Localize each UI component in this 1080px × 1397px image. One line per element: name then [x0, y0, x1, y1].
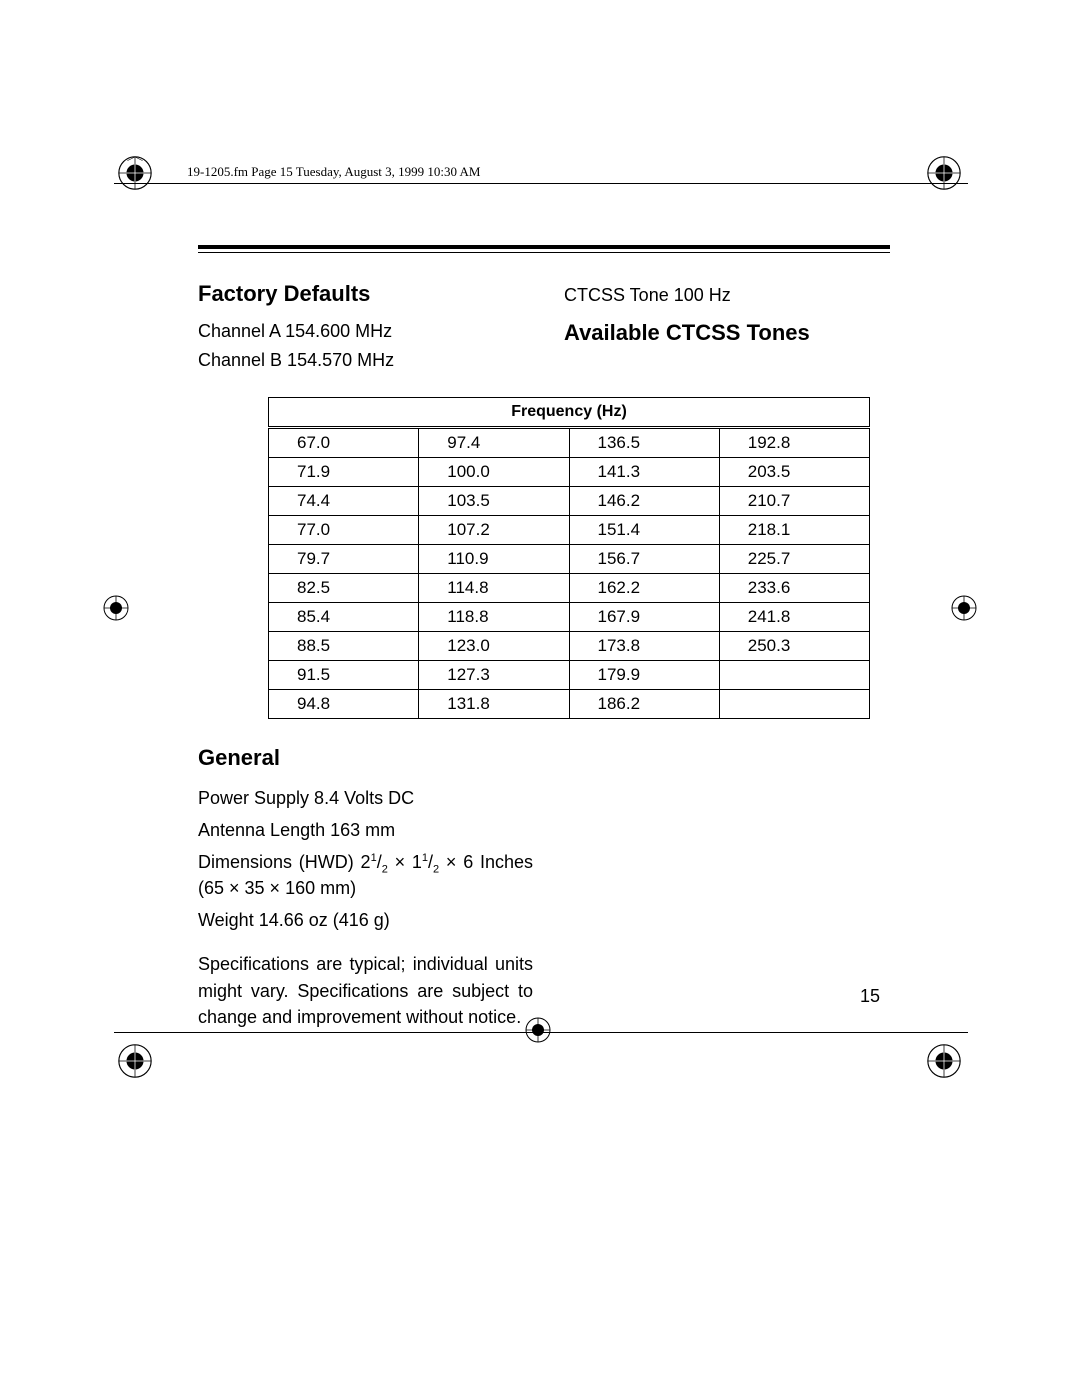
table-cell: 210.7 — [719, 487, 869, 516]
table-cell: 156.7 — [569, 545, 719, 574]
table-cell: 203.5 — [719, 458, 869, 487]
table-cell: 136.5 — [569, 428, 719, 458]
table-cell: 114.8 — [419, 574, 569, 603]
table-cell: 97.4 — [419, 428, 569, 458]
table-cell: 118.8 — [419, 603, 569, 632]
ctcss-tone-line: CTCSS Tone 100 Hz — [564, 285, 890, 306]
table-cell: 179.9 — [569, 661, 719, 690]
table-cell: 250.3 — [719, 632, 869, 661]
table-row: 82.5114.8162.2233.6 — [269, 574, 870, 603]
footer-rule — [114, 1032, 968, 1033]
thick-rule — [198, 245, 890, 249]
crop-mark-left — [102, 594, 130, 622]
power-supply-line: Power Supply 8.4 Volts DC — [198, 785, 533, 811]
frequency-table-header: Frequency (Hz) — [269, 398, 870, 428]
crop-mark-tr — [925, 154, 963, 192]
table-cell — [719, 661, 869, 690]
table-cell: 103.5 — [419, 487, 569, 516]
table-cell: 186.2 — [569, 690, 719, 719]
table-cell: 131.8 — [419, 690, 569, 719]
antenna-line: Antenna Length 163 mm — [198, 817, 533, 843]
thin-rule — [198, 252, 890, 253]
table-row: 71.9100.0141.3203.5 — [269, 458, 870, 487]
table-cell: 141.3 — [569, 458, 719, 487]
table-cell: 77.0 — [269, 516, 419, 545]
available-ctcss-heading: Available CTCSS Tones — [564, 320, 890, 346]
table-cell: 173.8 — [569, 632, 719, 661]
table-cell: 107.2 — [419, 516, 569, 545]
crop-mark-right — [950, 594, 978, 622]
table-cell: 94.8 — [269, 690, 419, 719]
table-cell: 127.3 — [419, 661, 569, 690]
table-cell: 167.9 — [569, 603, 719, 632]
table-cell: 218.1 — [719, 516, 869, 545]
page-content: Factory Defaults Channel A 154.600 MHz C… — [198, 245, 890, 1036]
crop-mark-bl — [116, 1042, 154, 1080]
table-cell: 233.6 — [719, 574, 869, 603]
table-cell: 110.9 — [419, 545, 569, 574]
disclaimer-text: Specifications are typical; individual u… — [198, 951, 533, 1029]
table-row: 91.5127.3179.9 — [269, 661, 870, 690]
weight-line: Weight 14.66 oz (416 g) — [198, 907, 533, 933]
table-cell: 71.9 — [269, 458, 419, 487]
frequency-table: Frequency (Hz) 67.097.4136.5192.871.9100… — [268, 397, 870, 719]
table-cell: 162.2 — [569, 574, 719, 603]
table-cell — [719, 690, 869, 719]
table-cell: 100.0 — [419, 458, 569, 487]
table-row: 88.5123.0173.8250.3 — [269, 632, 870, 661]
table-cell: 225.7 — [719, 545, 869, 574]
table-cell: 151.4 — [569, 516, 719, 545]
table-row: 85.4118.8167.9241.8 — [269, 603, 870, 632]
table-cell: 88.5 — [269, 632, 419, 661]
header-rule — [114, 183, 968, 184]
crop-mark-tl — [116, 154, 154, 192]
general-heading: General — [198, 745, 890, 771]
table-cell: 82.5 — [269, 574, 419, 603]
channel-a-line: Channel A 154.600 MHz — [198, 321, 524, 342]
table-cell: 91.5 — [269, 661, 419, 690]
table-cell: 192.8 — [719, 428, 869, 458]
table-cell: 241.8 — [719, 603, 869, 632]
page-number: 15 — [860, 986, 880, 1007]
page-header-text: 19-1205.fm Page 15 Tuesday, August 3, 19… — [187, 164, 480, 180]
table-cell: 79.7 — [269, 545, 419, 574]
channel-b-line: Channel B 154.570 MHz — [198, 350, 524, 371]
dimensions-line: Dimensions (HWD) 21/2 × 11/2 × 6 Inches … — [198, 849, 533, 901]
table-row: 67.097.4136.5192.8 — [269, 428, 870, 458]
crop-mark-br — [925, 1042, 963, 1080]
table-row: 77.0107.2151.4218.1 — [269, 516, 870, 545]
table-cell: 146.2 — [569, 487, 719, 516]
table-row: 94.8131.8186.2 — [269, 690, 870, 719]
table-cell: 85.4 — [269, 603, 419, 632]
table-row: 74.4103.5146.2210.7 — [269, 487, 870, 516]
table-cell: 74.4 — [269, 487, 419, 516]
frequency-table-body: 67.097.4136.5192.871.9100.0141.3203.574.… — [269, 428, 870, 719]
table-row: 79.7110.9156.7225.7 — [269, 545, 870, 574]
factory-defaults-heading: Factory Defaults — [198, 281, 524, 307]
table-cell: 123.0 — [419, 632, 569, 661]
table-cell: 67.0 — [269, 428, 419, 458]
